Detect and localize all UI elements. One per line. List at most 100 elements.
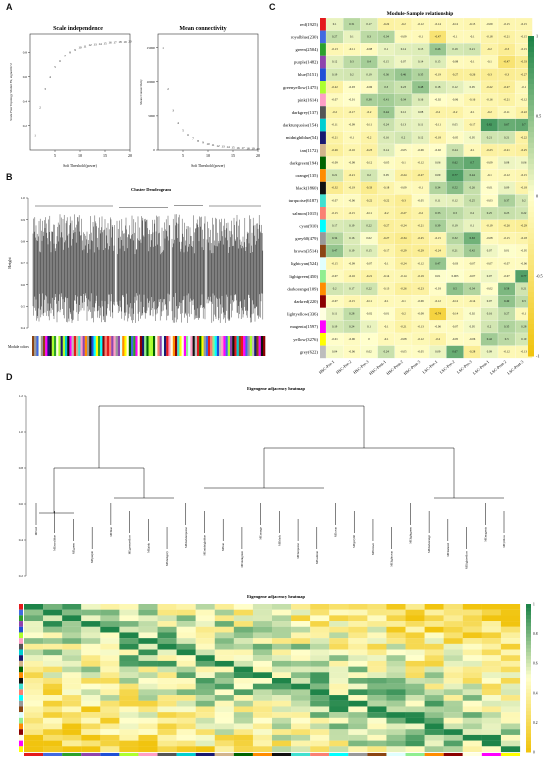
module-color-swatch [320,307,326,321]
adjacency-cell [348,621,368,627]
adjacency-cell [157,740,177,747]
colorscale-segment [526,692,531,697]
adjacency-cell [62,740,82,747]
y-tick-label: 0.2 [19,574,24,578]
module-row-label: yellow(3276) [293,337,318,342]
heatmap-cell-value: -0.07 [331,198,338,202]
module-color-segment [49,336,52,356]
adjacency-cell [214,609,234,616]
adjacency-cell [195,649,215,656]
adjacency-cell [443,734,463,741]
colorscale-segment [528,308,534,314]
adjacency-cell [424,706,444,713]
adjacency-cell [252,723,273,730]
y-tick-label: 0.6 [21,283,26,287]
heatmap-cell-value: -0.12 [417,161,424,165]
adjacency-cell [138,700,158,707]
adjacency-cell [233,678,254,684]
adjacency-cell [176,643,196,650]
adjacency-cell [157,729,177,736]
colorscale-segment [528,244,534,250]
adjacency-cell [24,649,44,656]
module-color-segment [258,336,261,356]
adjacency-cell [367,678,387,684]
module-color-segment [230,336,233,356]
module-color-segment [247,336,250,356]
adjacency-cell [481,672,502,679]
mean-connectivity-ylabel: Mean Connectivity [139,79,143,105]
adjacency-cell [214,695,234,701]
adjacency-cell [386,706,406,713]
adjacency-cell [43,689,63,696]
adjacency-cell [462,632,482,639]
eigengene-leaf-label: MEorange [259,526,263,539]
adjacency-cell [386,695,406,701]
adjacency-cell [348,655,368,662]
data-point-label: 12 [216,144,220,148]
colorscale-segment [528,84,534,90]
adjacency-cell [386,643,406,650]
adjacency-cell [481,666,502,673]
colorscale-segment [526,607,531,612]
adjacency-cell [195,615,215,622]
module-color-segment [133,336,136,356]
dendrogram-ylabel: Height [7,256,12,268]
heatmap-cell-value: -0.26 [503,224,510,228]
adjacency-cell [195,695,215,701]
heatmap-cell-value: 0.3 [350,60,354,64]
heatmap-cell-value: -0.18 [486,35,493,39]
eigengene-leaf-label: MEred [34,527,38,536]
data-point-label: 17 [113,41,117,45]
adjacency-cell [405,638,425,644]
x-tick-label: 5 [182,153,184,158]
adjacency-cell [443,746,463,753]
adjacency-cell [119,678,139,684]
adjacency-cell [405,740,425,747]
col-module-swatch [405,753,425,756]
module-color-segment [166,336,169,356]
heatmap-cell-value: 0.63 [470,236,476,240]
heatmap-cell-value: 0.1 [367,324,371,328]
data-point-label: 9 [74,48,76,52]
adjacency-cell [310,723,330,730]
adjacency-cell [367,638,387,644]
adjacency-cell [24,672,44,679]
heatmap-cell-value: -0.02 [435,148,442,152]
data-point-label: 2 [39,105,41,109]
heatmap-cell-value: -0.03 [452,261,459,265]
module-color-segment [109,336,112,356]
colorscale-segment [526,737,531,742]
heatmap-cell-value: -0.07 [331,274,338,278]
adjacency-cell [119,621,139,627]
heatmap-cell-value: 0.21 [504,135,510,139]
adjacency-cell [62,683,82,690]
panel-label-c: C [269,2,276,12]
module-color-segment [260,336,264,356]
heatmap-cell-value: 0.02 [366,350,372,354]
adjacency-cell [443,712,463,718]
heatmap-cell-value: -0.05 [417,350,424,354]
module-color-segment [58,336,61,356]
module-color-swatch [320,257,326,270]
adjacency-cell [195,689,215,696]
adjacency-cell [291,621,311,627]
heatmap-cell-value: -0.3 [401,198,406,202]
adjacency-cell [424,649,444,656]
adjacency-cell [214,700,234,707]
adjacency-cell [291,609,311,616]
heatmap-cell-value: -0.16 [469,98,476,102]
heatmap-cell-value: 0.1 [470,224,474,228]
colorscale-segment [526,629,531,635]
adjacency-cell [291,706,311,713]
col-module-swatch [195,753,215,756]
data-point-label: 5 [54,65,56,69]
row-module-swatch [19,712,23,718]
heatmap-cell-value: -0.15 [349,299,356,303]
adjacency-cell [43,604,63,610]
adjacency-cell [424,683,444,690]
adjacency-cell [291,615,311,622]
module-color-segment [32,336,35,356]
adjacency-cell [100,689,120,696]
col-module-swatch [119,753,139,756]
y-tick-label: 0.2 [23,124,28,128]
